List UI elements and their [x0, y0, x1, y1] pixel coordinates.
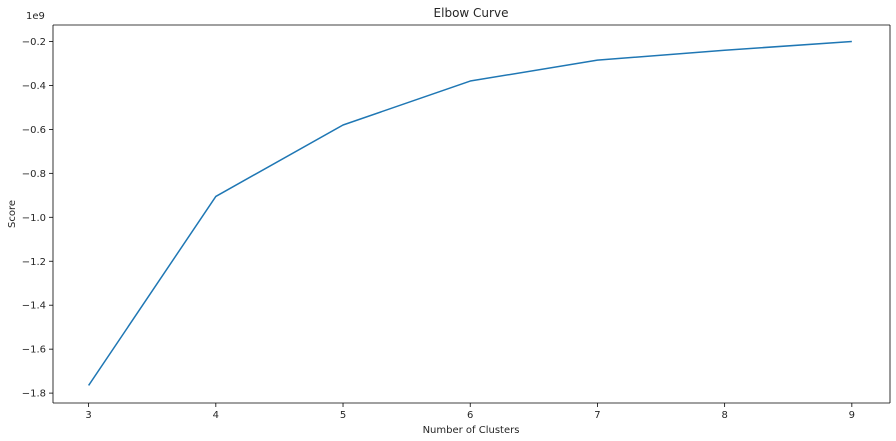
x-tick-label: 4 — [213, 410, 219, 421]
y-tick-label: −1.2 — [22, 257, 46, 268]
y-tick-label: −1.0 — [22, 213, 46, 224]
x-tick-label: 9 — [849, 410, 855, 421]
y-tick-label: −0.4 — [22, 81, 46, 92]
y-tick-label: −0.2 — [22, 37, 46, 48]
x-tick-label: 5 — [340, 410, 346, 421]
series-line — [87, 40, 852, 386]
y-axis-label: Score — [7, 200, 18, 228]
x-tick-label: 7 — [594, 410, 600, 421]
x-axis-label: Number of Clusters — [423, 425, 520, 436]
x-tick-label: 6 — [467, 410, 473, 421]
y-tick-label: −1.6 — [22, 345, 46, 356]
chart-title: Elbow Curve — [434, 6, 509, 20]
plot-area: 3 4 5 6 7 8 9 −1.8 −1.6 −1.4 −1.2 −1.0 −0.8 −0.6 −0.4 −… — [22, 24, 891, 421]
y-tick-label: −0.8 — [22, 169, 46, 180]
y-axis-offset-label: 1e9 — [26, 11, 45, 22]
y-tick-label: −0.6 — [22, 125, 46, 136]
y-tick-label: −1.4 — [22, 301, 46, 312]
y-tick-label: −1.8 — [22, 389, 46, 400]
x-tick-label: 3 — [85, 410, 91, 421]
x-tick-label: 8 — [721, 410, 727, 421]
